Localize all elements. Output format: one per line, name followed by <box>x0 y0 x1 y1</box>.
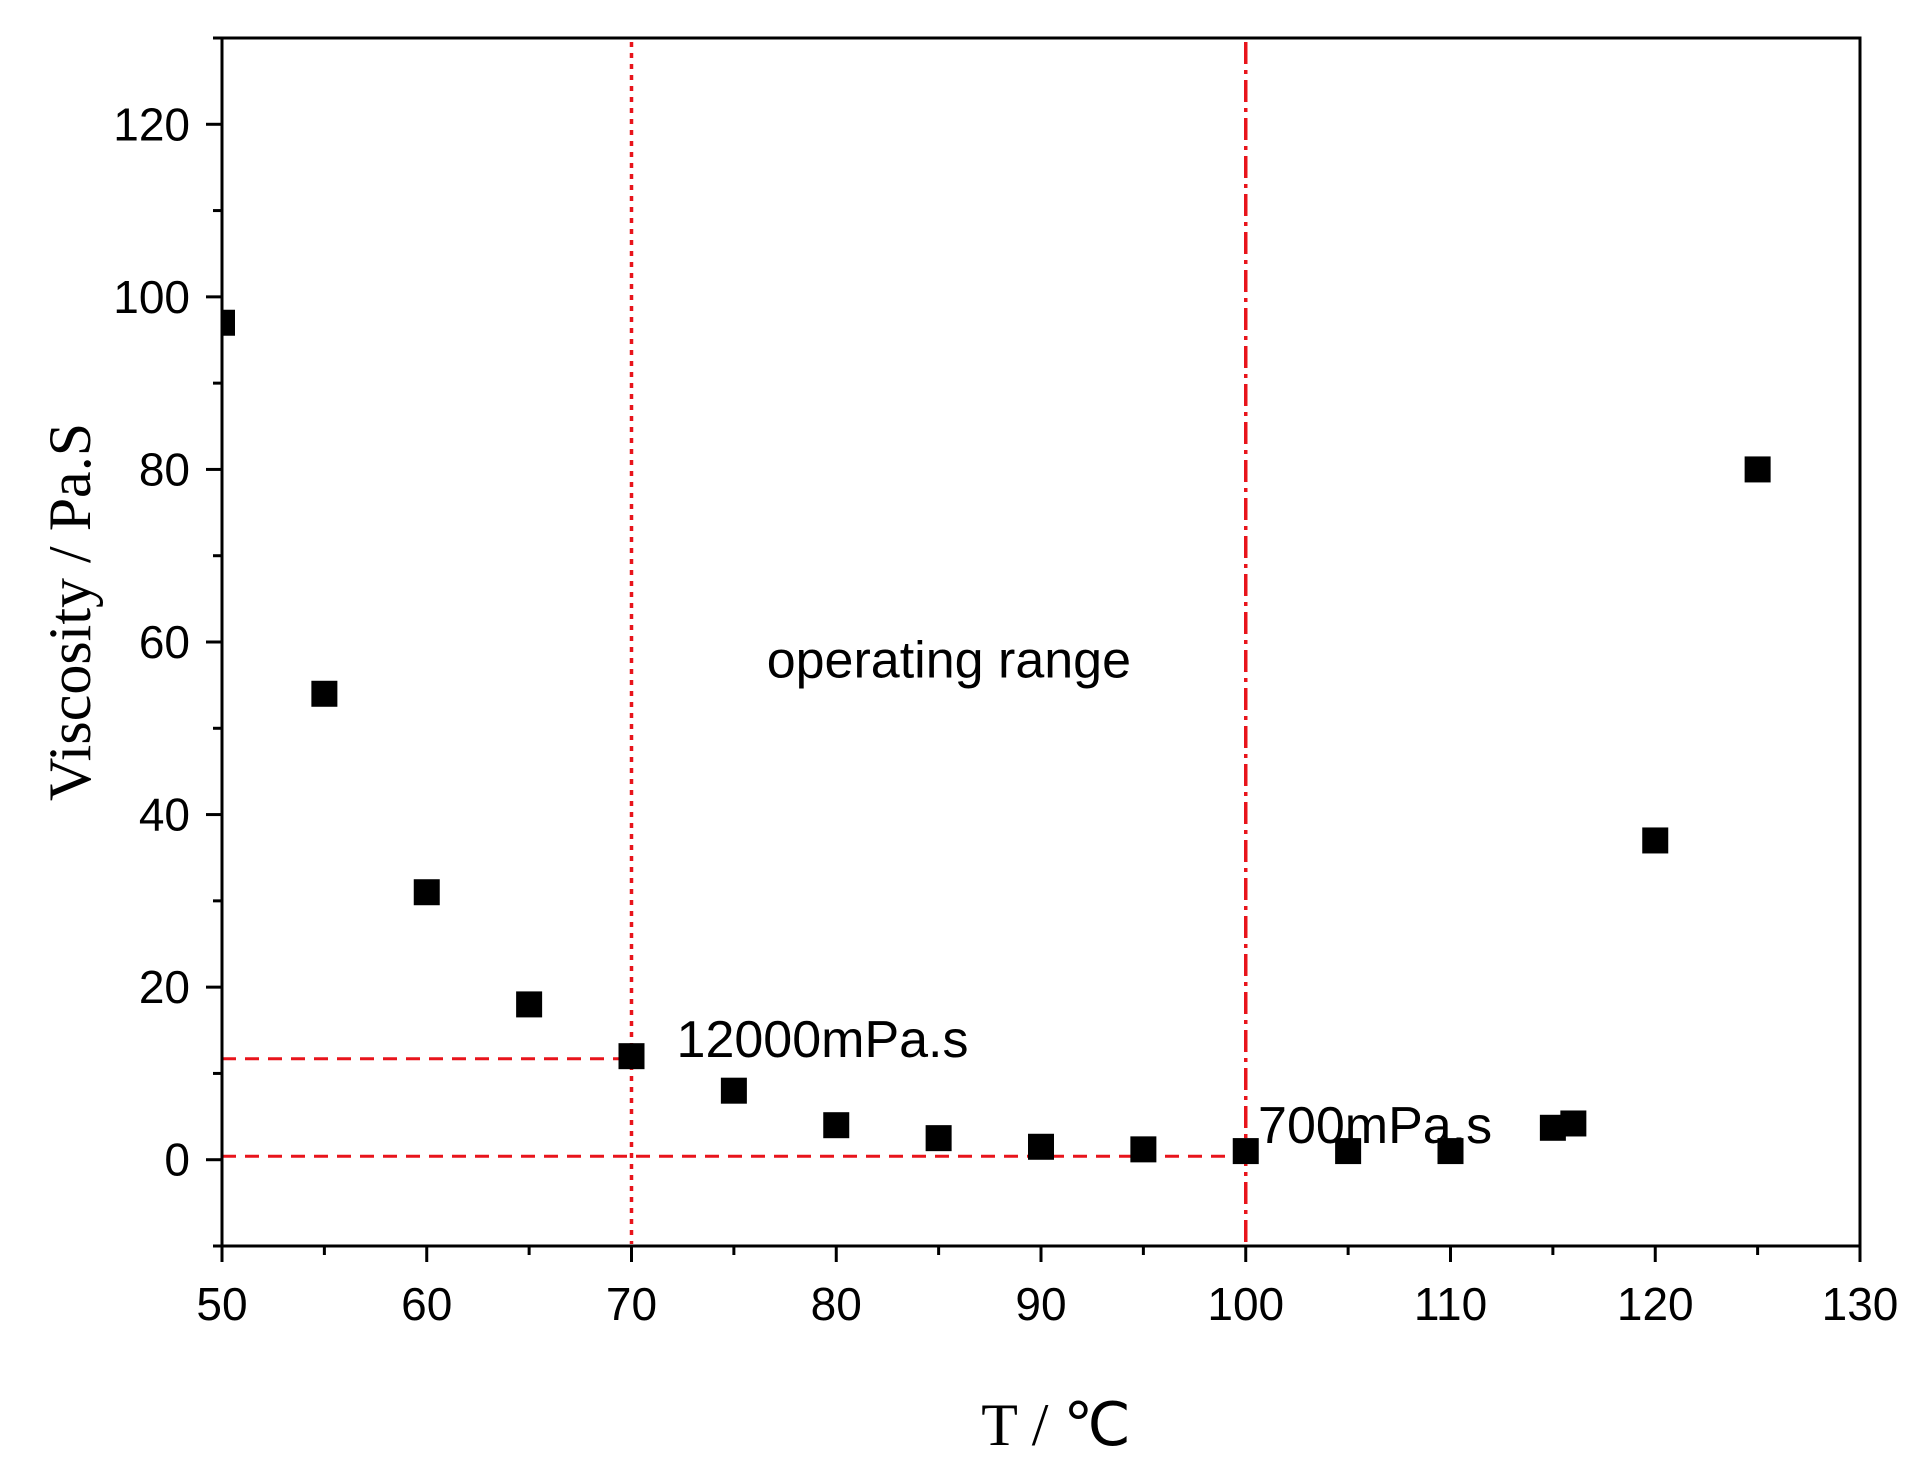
annotations: operating range 12000mPa.s 700mPa.s <box>677 631 1493 1155</box>
data-point <box>925 1125 952 1152</box>
data-point <box>1437 1138 1464 1165</box>
annotation-label: 700mPa.s <box>1258 1097 1492 1155</box>
data-points <box>222 309 1771 1165</box>
y-tick-label: 120 <box>113 98 190 150</box>
data-point <box>1130 1136 1157 1163</box>
x-tick-label: 130 <box>1822 1278 1899 1330</box>
data-point <box>618 1043 645 1070</box>
data-point <box>1232 1138 1259 1165</box>
x-tick-label: 70 <box>606 1278 657 1330</box>
data-point <box>1028 1133 1054 1160</box>
data-point <box>1744 456 1771 483</box>
annotation-label: 12000mPa.s <box>677 1011 969 1069</box>
y-tick-label: 20 <box>139 961 190 1013</box>
data-point <box>1335 1138 1362 1165</box>
x-tick-label: 60 <box>401 1278 452 1330</box>
data-point <box>222 309 235 336</box>
y-tick-label: 0 <box>164 1134 190 1186</box>
y-tick-label: 80 <box>139 443 190 495</box>
x-tick-label: 120 <box>1617 1278 1694 1330</box>
y-tick-label: 60 <box>139 616 190 668</box>
x-tick-label: 110 <box>1414 1278 1487 1330</box>
data-point <box>311 680 338 707</box>
x-tick-label: 100 <box>1207 1278 1284 1330</box>
data-point <box>516 991 543 1018</box>
data-point <box>1560 1110 1587 1137</box>
data-point <box>1642 827 1669 854</box>
y-axis-title: Viscosity / Pa.S <box>37 423 103 801</box>
annotation-label: operating range <box>767 631 1131 689</box>
y-tick-labels: 0 20 40 60 80 100 120 <box>113 98 190 1185</box>
x-tick-label: 50 <box>196 1278 247 1330</box>
x-tick-labels: 50 60 70 80 90 100 110 120 130 <box>196 1278 1898 1330</box>
data-point <box>823 1112 850 1139</box>
y-tick-label: 40 <box>139 789 190 841</box>
x-tick-label: 80 <box>811 1278 862 1330</box>
x-axis-title: T / ℃ <box>981 1392 1131 1458</box>
data-point <box>720 1077 747 1104</box>
data-point <box>413 879 440 906</box>
axis-ticks <box>206 36 1862 1262</box>
x-tick-label: 90 <box>1015 1278 1066 1330</box>
y-tick-label: 100 <box>113 271 190 323</box>
